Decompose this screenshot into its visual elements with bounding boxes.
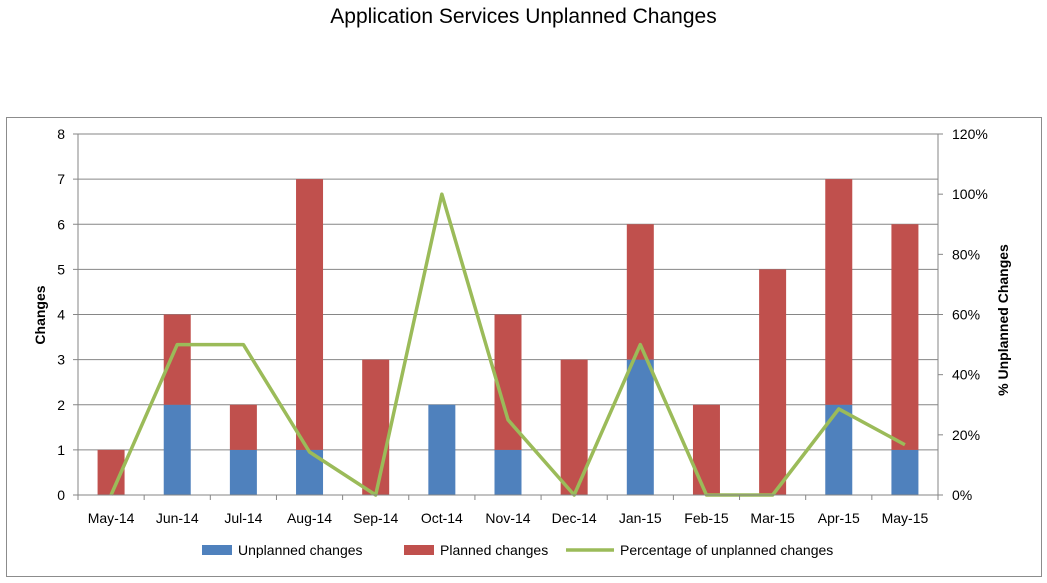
y2-tick-label: 60% [952, 307, 980, 323]
legend-label: Planned changes [440, 542, 548, 558]
chart-frame [6, 117, 1042, 577]
bar-planned [362, 359, 390, 495]
x-tick-label: May-15 [882, 510, 929, 526]
x-tick-label: Jul-14 [224, 510, 262, 526]
bar-unplanned [229, 449, 257, 495]
chart-title: Application Services Unplanned Changes [330, 5, 717, 28]
legend-swatch [202, 545, 232, 555]
bar-unplanned [163, 404, 191, 495]
bar-planned [759, 269, 787, 495]
legend-label: Unplanned changes [238, 542, 363, 558]
axes [73, 133, 943, 500]
x-tick-label: Jun-14 [156, 510, 199, 526]
y-tick-label: 6 [57, 216, 65, 232]
bar-planned [494, 314, 522, 450]
x-tick-label: Oct-14 [421, 510, 463, 526]
y2-tick-label: 20% [952, 427, 980, 443]
y2-tick-label: 0% [952, 487, 972, 503]
y2-tick-label: 80% [952, 246, 980, 262]
x-tick-label: Jan-15 [619, 510, 662, 526]
bar-unplanned [626, 359, 654, 495]
x-tick-label: Aug-14 [287, 510, 332, 526]
y-axis-label: Changes [32, 285, 48, 344]
y-tick-label: 4 [57, 307, 65, 323]
y2-axis-label: % Unplanned Changes [995, 244, 1011, 396]
bar-unplanned [825, 404, 853, 495]
x-tick-label: Dec-14 [552, 510, 597, 526]
y-tick-label: 5 [57, 261, 65, 277]
bar-planned [891, 224, 919, 450]
bars [97, 179, 919, 495]
y2-tick-label: 40% [952, 367, 980, 383]
bar-planned [163, 314, 191, 405]
y2-tick-label: 100% [952, 186, 988, 202]
y-tick-label: 8 [57, 126, 65, 142]
y-tick-label: 0 [57, 487, 65, 503]
y2-tick-label: 120% [952, 126, 988, 142]
y-tick-label: 2 [57, 397, 65, 413]
legend-swatch [404, 545, 434, 555]
y-tick-label: 7 [57, 171, 65, 187]
bar-planned [626, 224, 654, 360]
bar-planned [825, 179, 853, 405]
y-tick-label: 1 [57, 442, 65, 458]
x-tick-label: Mar-15 [750, 510, 795, 526]
legend-label: Percentage of unplanned changes [620, 542, 833, 558]
y-tick-label: 3 [57, 352, 65, 368]
legend: Unplanned changes Planned changes Percenta… [202, 542, 833, 558]
x-tick-label: Nov-14 [485, 510, 530, 526]
bar-unplanned [891, 449, 919, 495]
x-tick-label: Sep-14 [353, 510, 398, 526]
bar-planned [692, 404, 720, 495]
x-tick-label: Feb-15 [684, 510, 729, 526]
bar-unplanned [428, 404, 456, 495]
bar-unplanned [494, 449, 522, 495]
bar-planned [229, 404, 257, 450]
bar-planned [296, 179, 324, 450]
x-tick-label: Apr-15 [818, 510, 860, 526]
x-tick-label: May-14 [88, 510, 135, 526]
